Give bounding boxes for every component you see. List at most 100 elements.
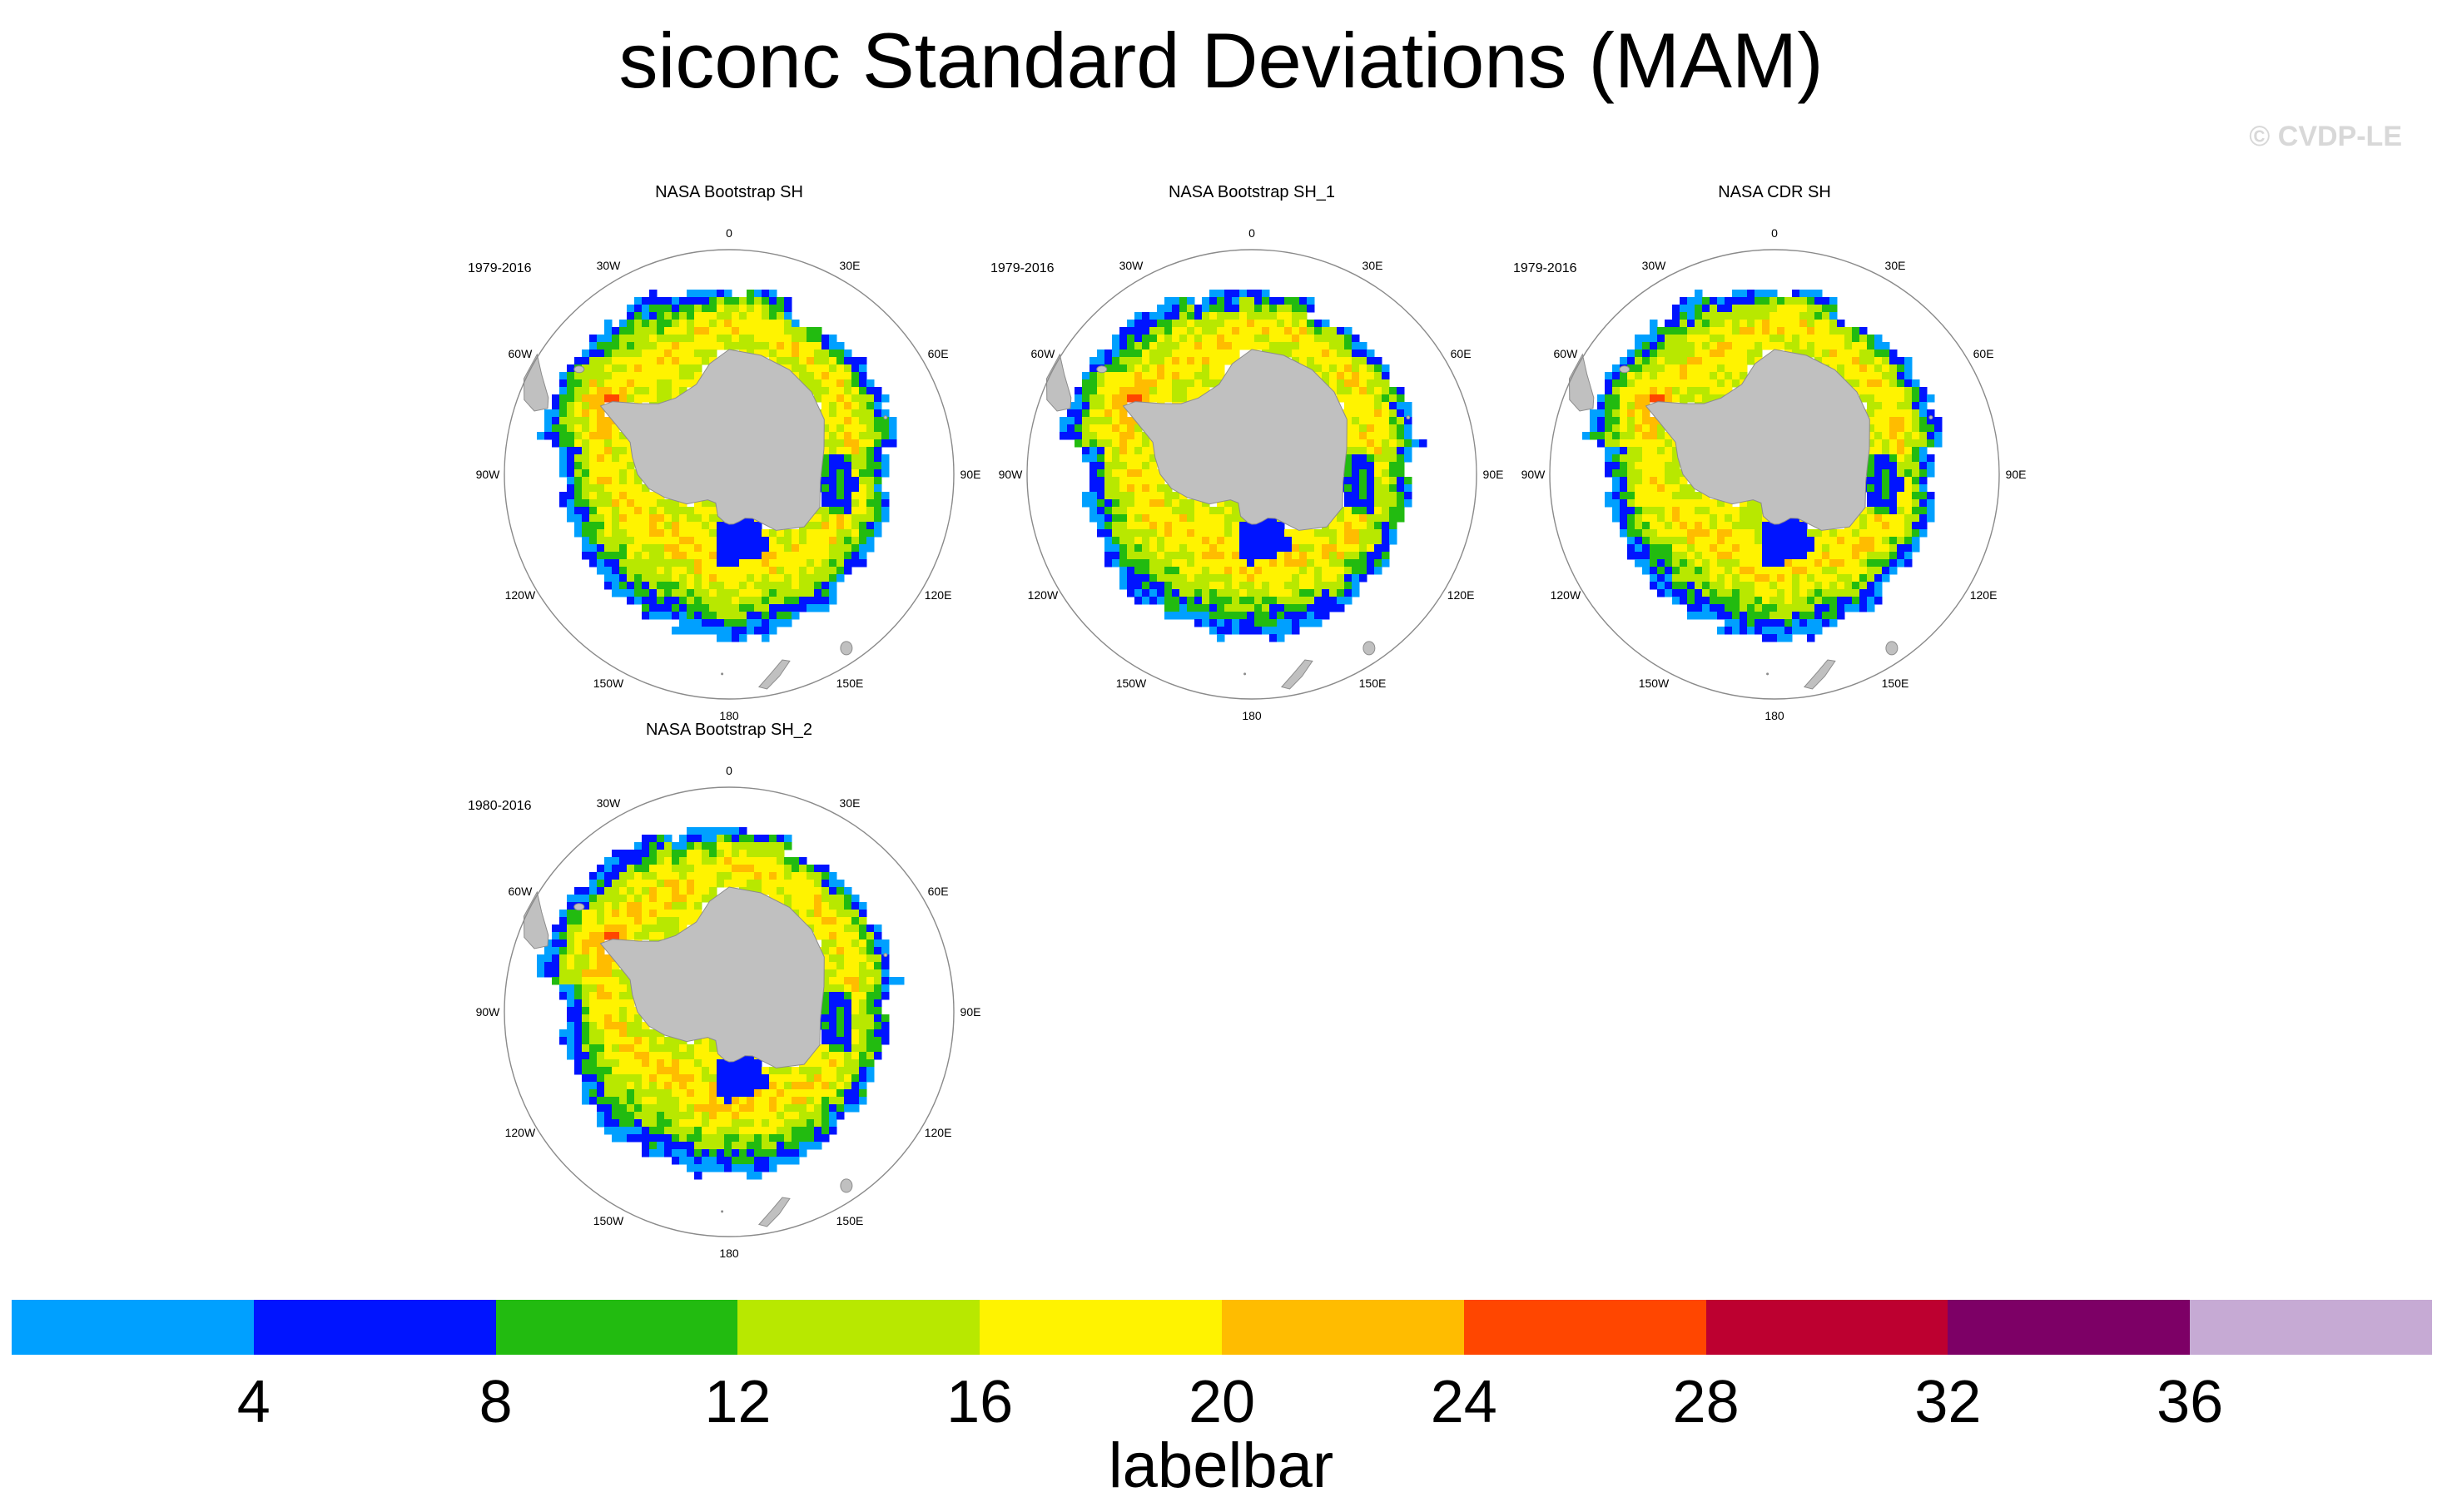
- ice-cell: [567, 992, 575, 1000]
- ice-cell: [657, 925, 665, 933]
- ice-cell: [859, 902, 867, 910]
- ice-cell: [777, 604, 785, 612]
- ice-cell: [1657, 349, 1665, 358]
- ice-cell: [1642, 514, 1650, 523]
- ice-cell: [627, 880, 635, 888]
- ice-cell: [874, 417, 882, 425]
- ice-cell: [1725, 379, 1733, 388]
- ice-cell: [1157, 499, 1165, 508]
- ice-cell: [642, 1059, 650, 1068]
- ice-cell: [1672, 342, 1680, 350]
- ice-cell: [724, 634, 732, 642]
- ice-cell: [844, 1007, 852, 1015]
- ice-cell: [694, 887, 702, 895]
- ice-cell: [1134, 492, 1143, 500]
- ice-cell: [717, 1104, 725, 1113]
- ice-cell: [1344, 387, 1353, 395]
- ice-cell: [619, 1059, 628, 1068]
- ice-cell: [1307, 357, 1315, 365]
- ice-cell: [1874, 454, 1883, 463]
- ice-cell: [1089, 492, 1098, 500]
- longitude-label: 150W: [1639, 677, 1670, 690]
- ice-cell: [821, 1127, 830, 1135]
- ice-cell: [634, 305, 643, 313]
- ice-cell: [574, 394, 583, 403]
- ice-cell: [724, 612, 732, 620]
- ice-cell: [664, 297, 673, 305]
- ice-cell: [1612, 372, 1621, 380]
- ice-cell: [1912, 492, 1920, 500]
- ice-cell: [859, 432, 867, 440]
- ice-cell: [717, 835, 725, 843]
- ice-cell: [1082, 394, 1090, 403]
- ice-cell: [1172, 297, 1180, 305]
- ice-cell: [1217, 589, 1225, 597]
- ice-cell: [1119, 424, 1128, 433]
- ice-cell: [1239, 582, 1248, 590]
- ice-cell: [657, 1074, 665, 1083]
- ice-cell: [627, 895, 635, 903]
- ice-cell: [754, 865, 762, 873]
- ice-cell: [612, 902, 620, 910]
- ice-cell: [1867, 342, 1875, 350]
- ice-cell: [844, 499, 852, 508]
- ice-cell: [559, 947, 568, 955]
- ice-cell: [777, 327, 785, 335]
- ice-cell: [1657, 507, 1665, 515]
- ice-cell: [1367, 552, 1375, 560]
- ice-cell: [1142, 394, 1150, 403]
- ice-cell: [762, 1104, 770, 1113]
- ice-cell: [1874, 439, 1883, 448]
- ice-cell: [1172, 379, 1180, 388]
- ice-cell: [642, 387, 650, 395]
- ice-cell: [874, 394, 882, 403]
- ice-cell: [574, 925, 583, 933]
- ice-cell: [672, 1052, 680, 1060]
- ice-cell: [1732, 357, 1740, 365]
- ice-cell: [1897, 537, 1905, 545]
- ice-cell: [604, 559, 613, 568]
- ice-cell: [619, 880, 628, 888]
- ice-cell: [1299, 582, 1308, 590]
- ice-cell: [1710, 559, 1718, 568]
- ice-cell: [1897, 559, 1905, 568]
- ice-cell: [739, 327, 747, 335]
- ice-cell: [694, 559, 702, 568]
- ice-cell: [1172, 544, 1180, 553]
- ice-cell: [1725, 582, 1733, 590]
- ice-cell: [1784, 312, 1793, 320]
- ice-cell: [1867, 454, 1875, 463]
- ice-cell: [582, 432, 590, 440]
- ice-cell: [1217, 567, 1225, 575]
- ice-cell: [1149, 597, 1158, 605]
- ice-cell: [1747, 604, 1755, 612]
- ice-cell: [866, 947, 875, 955]
- ice-cell: [814, 1082, 822, 1090]
- ice-cell: [634, 850, 643, 858]
- ice-cell: [1710, 305, 1718, 313]
- ice-cell: [642, 394, 650, 403]
- ice-cell: [1224, 529, 1233, 538]
- ice-cell: [769, 349, 777, 358]
- ice-cell: [657, 297, 665, 305]
- ice-cell: [1367, 529, 1375, 538]
- ice-cell: [1232, 327, 1240, 335]
- ice-cell: [679, 1104, 687, 1113]
- ice-cell: [702, 842, 710, 850]
- ice-cell: [1769, 604, 1778, 612]
- ice-cell: [859, 492, 867, 500]
- ice-cell: [634, 1134, 643, 1143]
- ice-cell: [1837, 559, 1845, 568]
- ice-cell: [836, 529, 845, 538]
- ice-cell: [589, 984, 598, 993]
- ice-cell: [1157, 567, 1165, 575]
- ice-cell: [799, 1067, 807, 1075]
- ice-cell: [649, 1037, 658, 1045]
- ice-cell: [709, 627, 717, 635]
- ice-cell: [1254, 552, 1263, 560]
- ice-cell: [1635, 364, 1643, 373]
- ice-cell: [627, 1044, 635, 1053]
- ice-cell: [1112, 394, 1120, 403]
- ice-cell: [859, 1097, 867, 1105]
- ice-cell: [574, 1044, 583, 1053]
